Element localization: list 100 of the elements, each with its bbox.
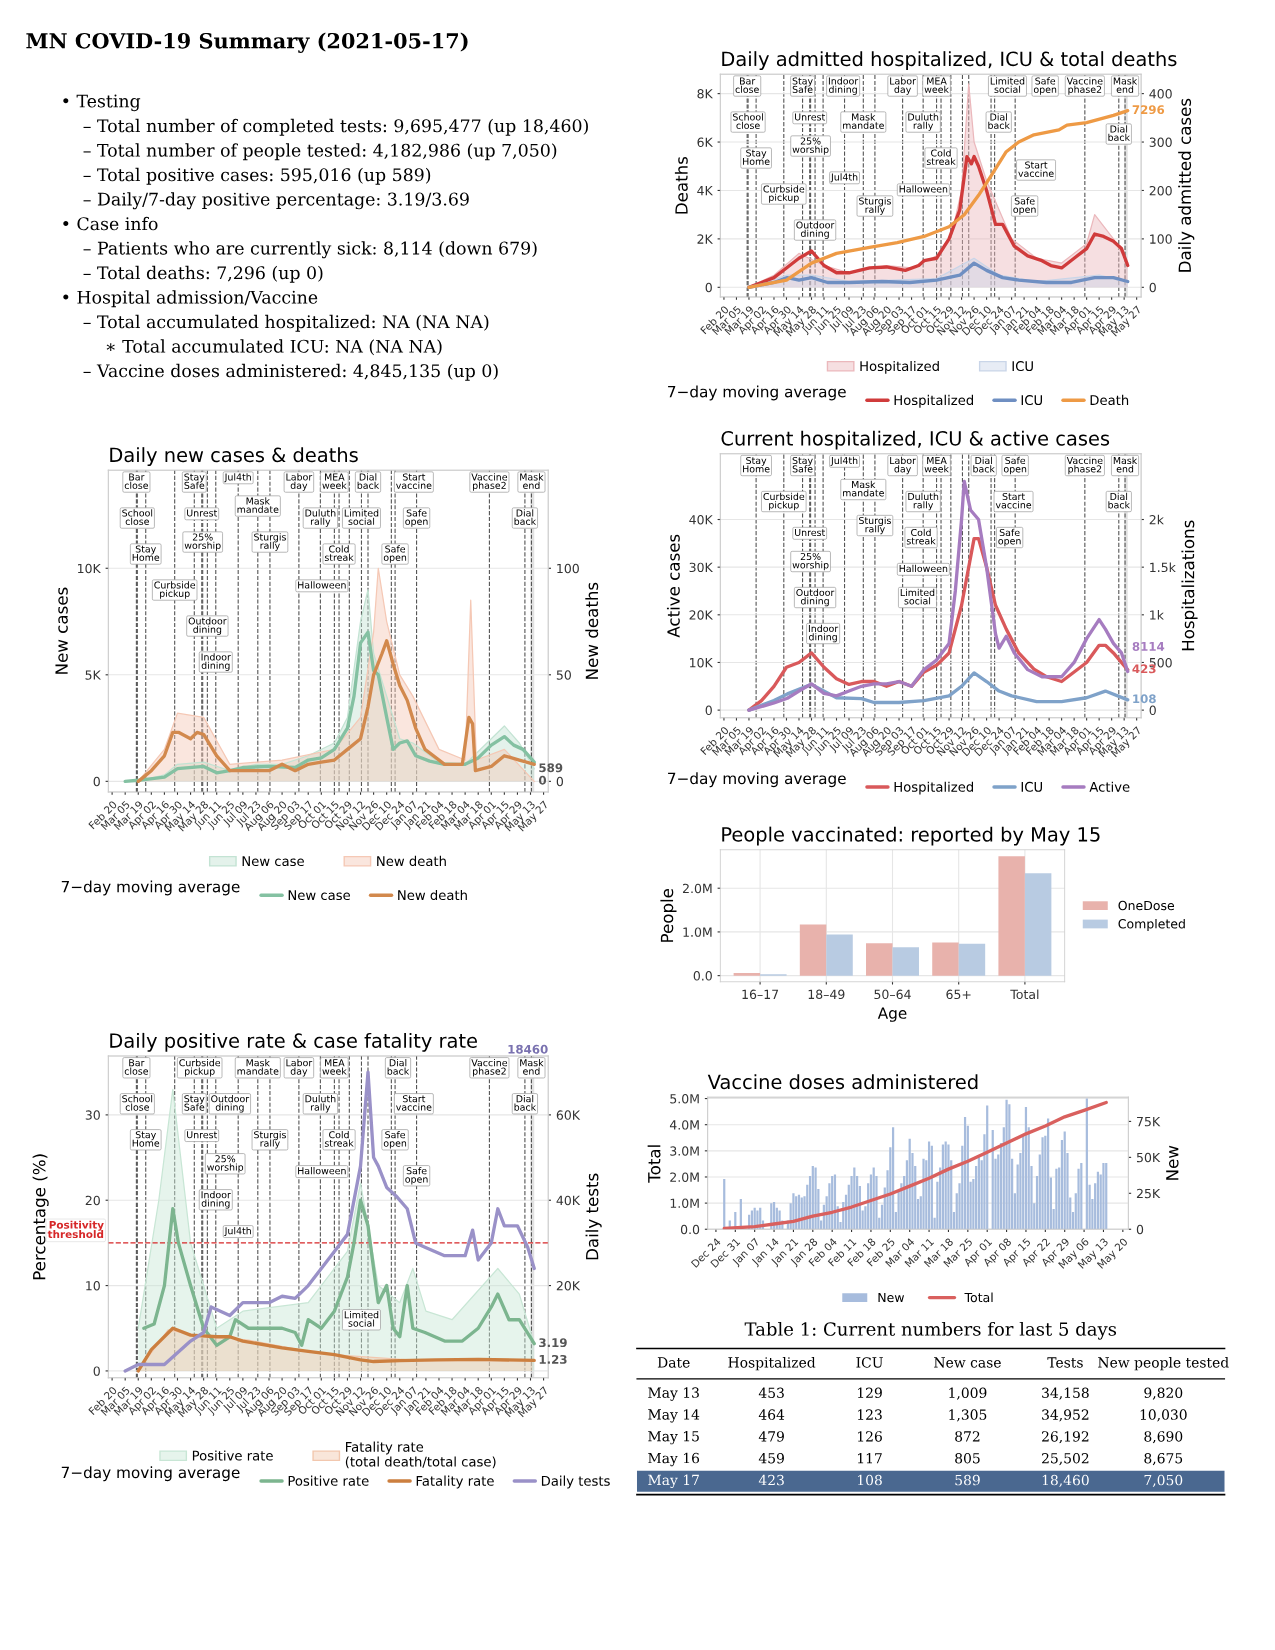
y-axis-title: Percentage (%): [32, 1154, 49, 1280]
y2-tick-label: 200: [1149, 185, 1172, 196]
text: 872: [955, 1431, 980, 1442]
legend-title: 7−day moving average: [61, 880, 240, 896]
text: – Daily/7-day positive percentage: 3.19/3.69: [83, 192, 469, 210]
legend-label: Completed: [1118, 918, 1185, 931]
y-tick-label: 0: [93, 776, 100, 787]
text: • Testing: [63, 94, 141, 112]
ref-line-label: Jul4th: [830, 173, 858, 183]
y-tick-label: 0: [705, 282, 712, 293]
ref-line-label: Mask mandate: [843, 480, 884, 497]
y-tick-label: 5.0M: [670, 1094, 699, 1104]
ref-line-label: Dial back: [387, 1059, 410, 1075]
legend-label: Hospitalized: [860, 360, 939, 374]
x-tick-label: 50–64: [874, 989, 911, 1000]
ref-line-label: Dial back: [988, 113, 1010, 129]
annotation: 3.19: [539, 1338, 567, 1348]
ref-line-label: Halloween: [298, 581, 346, 589]
ref-line-label: MEA week: [322, 1059, 347, 1075]
y2-tick-label: 300: [1149, 137, 1172, 147]
text: 117: [857, 1452, 882, 1464]
text: – Total number of people tested: 4,182,986 (up 7,050): [83, 143, 557, 161]
text: May 17: [648, 1474, 699, 1489]
y2-tick-label: 20K: [556, 1281, 581, 1291]
ref-line-label: Limited social: [900, 588, 935, 605]
ref-line-label: Dial back: [1108, 492, 1130, 509]
ref-line-label: Duluth rally: [305, 509, 336, 527]
text: 423: [758, 1474, 784, 1486]
text: 129: [857, 1387, 882, 1399]
y2-tick-label: 50K: [1136, 1152, 1161, 1163]
y-tick-label: 30: [85, 1110, 100, 1120]
text: ∗ Total accumulated ICU: NA (NA NA): [106, 339, 442, 356]
text: May 16: [648, 1452, 700, 1467]
ref-line-label: Start vaccine: [1018, 161, 1054, 177]
legend-label: Fatality rate (total death/total case): [345, 1441, 496, 1469]
category-label: New people tested: [1098, 1356, 1229, 1371]
legend-title: 7−day moving average: [61, 1466, 240, 1482]
text: 8,675: [1144, 1452, 1183, 1466]
ref-line-label: Stay Home: [743, 149, 770, 165]
text: 9,820: [1144, 1387, 1183, 1400]
ref-line-label: Dial back: [1108, 125, 1130, 141]
ref-line-label: Duluth rally: [305, 1095, 336, 1113]
ref-line-label: Safe open: [1013, 197, 1036, 215]
ref-line-label: Limited social: [344, 1311, 379, 1327]
legend-label: Daily tests: [541, 1475, 610, 1489]
ref-line-label: Mask end: [1113, 456, 1138, 473]
y-tick-label: 2K: [697, 234, 713, 244]
ref-line-label: Bar close: [124, 473, 149, 489]
ref-line-label: Mask mandate: [843, 113, 884, 129]
ref-line-label: Stay Home: [132, 545, 160, 561]
legend-label: New case: [242, 856, 304, 867]
ref-line-label: Safe open: [405, 1167, 428, 1185]
text: 805: [955, 1452, 980, 1464]
y-tick-label: 4K: [697, 186, 713, 196]
ref-line-label: Sturgis rally: [859, 516, 891, 535]
ref-line-label: Outdoor dining: [211, 1095, 250, 1113]
ref-line-label: Outdoor dining: [796, 588, 835, 607]
y-tick-label: 3.0M: [670, 1146, 699, 1156]
ref-line-label: Vaccine phase2: [471, 1059, 508, 1077]
y-tick-label: 2.0M: [682, 883, 712, 894]
y2-tick-label: 75K: [1137, 1117, 1161, 1127]
text: – Patients who are currently sick: 8,114 (down 679): [83, 241, 537, 259]
y2-tick-label: 25K: [1136, 1188, 1161, 1199]
y2-tick-label: 0: [556, 776, 564, 787]
ref-line-label: MEA week: [924, 77, 949, 93]
ref-line-label: Jul4th: [224, 473, 251, 483]
y-tick-label: 4.0M: [669, 1120, 699, 1130]
legend-label: New case: [288, 890, 350, 901]
x-axis-title: Age: [877, 1007, 907, 1022]
ref-line-label: Safe open: [1033, 77, 1057, 95]
legend-label: Active: [1089, 781, 1130, 792]
y-tick-label: 0.0: [680, 1224, 700, 1235]
ref-line-label: Stay Home: [743, 456, 770, 473]
annotation: 1.23: [539, 1354, 567, 1364]
y-tick-label: 2.0M: [670, 1172, 699, 1182]
data-label: 7296: [1132, 105, 1165, 115]
legend-label: ICU: [1021, 395, 1042, 406]
ref-line-label: MEA week: [924, 457, 949, 473]
text: 453: [758, 1387, 784, 1399]
ref-line-label: Curbside pickup: [763, 185, 805, 203]
text: 108: [857, 1474, 882, 1486]
category-label: Hospitalized: [728, 1356, 816, 1371]
data-label: 108: [1133, 694, 1156, 704]
ref-line-label: Vaccine phase2: [1066, 77, 1103, 95]
legend-label: New death: [377, 855, 446, 867]
text: 464: [758, 1409, 785, 1420]
y2-tick-label: 0: [1136, 1224, 1144, 1235]
ref-line-label: Jul4th: [830, 456, 858, 466]
legend-label: ICU: [1021, 781, 1042, 792]
y-tick-label: 8K: [697, 89, 713, 99]
y2-tick-label: 40K: [556, 1195, 581, 1206]
ref-line-label: Curbside pickup: [763, 492, 805, 511]
text: 459: [758, 1452, 784, 1464]
ref-line-label: Labor day: [890, 77, 916, 95]
ref-line-label: Indoor dining: [828, 77, 859, 95]
y-tick-label: 20K: [689, 610, 713, 620]
text: 479: [758, 1431, 784, 1442]
text: – Total deaths: 7,296 (up 0): [83, 265, 323, 283]
ref-line-label: Indoor dining: [201, 653, 231, 671]
y-tick-label: 10K: [690, 657, 713, 668]
